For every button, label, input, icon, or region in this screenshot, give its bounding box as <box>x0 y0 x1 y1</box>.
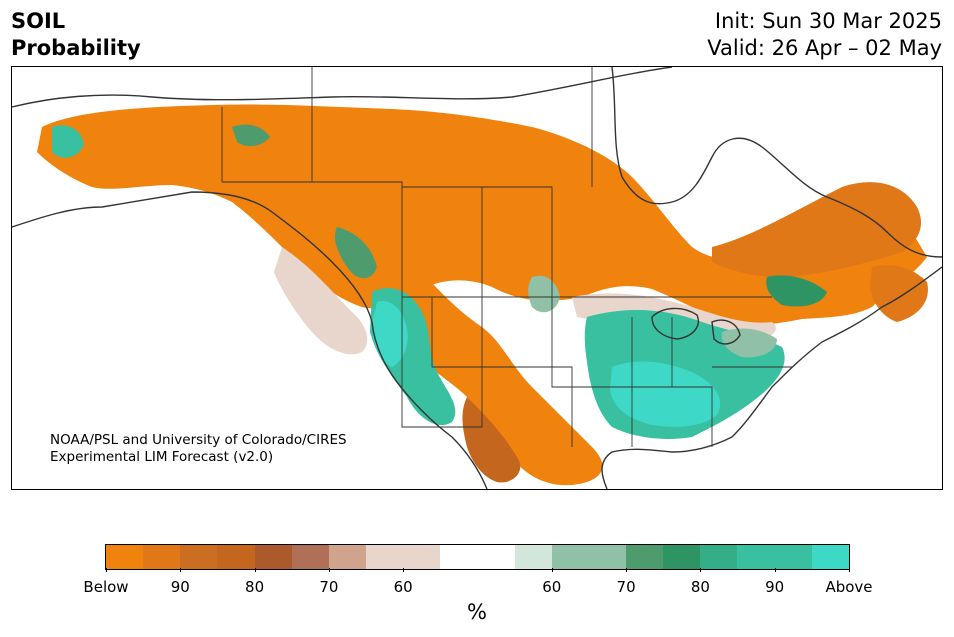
title-variable: SOIL <box>11 9 66 33</box>
colorbar-segment <box>588 545 626 569</box>
colorbar-tick-label: 70 <box>319 578 339 596</box>
political-borders <box>221 67 792 447</box>
colorbar-segment <box>217 545 255 569</box>
colorbar-tick-mark <box>626 568 628 572</box>
colorbar-segment <box>328 545 366 569</box>
colorbar-tick-mark <box>700 568 702 572</box>
colorbar-tick-label: Below <box>83 578 129 596</box>
map-panel: NOAA/PSL and University of Colorado/CIRE… <box>11 66 943 490</box>
colorbar-segment <box>700 545 738 569</box>
colorbar-tick-label: 60 <box>393 578 413 596</box>
credit-line-1: NOAA/PSL and University of Colorado/CIRE… <box>50 432 347 448</box>
colorbar-segment <box>774 545 812 569</box>
colorbar-segment <box>403 545 441 569</box>
colorbar-segment <box>514 545 552 569</box>
probability-map: NOAA/PSL and University of Colorado/CIRE… <box>12 67 942 489</box>
colorbar-segment <box>365 545 404 569</box>
colorbar-tick-label: 90 <box>765 578 785 596</box>
colorbar-tick-mark <box>849 568 850 572</box>
colorbar <box>105 544 850 570</box>
colorbar-tick-label: 70 <box>616 578 636 596</box>
title-type: Probability <box>11 36 141 60</box>
colorbar-tick-mark <box>254 568 256 572</box>
valid-date: Valid: 26 Apr – 02 May <box>707 36 942 60</box>
forecast-dates: Init: Sun 30 Mar 2025 Valid: 26 Apr – 02… <box>707 8 942 62</box>
above-normal-region <box>52 124 827 439</box>
colorbar-tick-mark <box>106 568 107 572</box>
map-title: SOIL Probability <box>11 8 141 62</box>
colorbar-tick-label: 90 <box>170 578 190 596</box>
colorbar-tick-mark <box>774 568 776 572</box>
colorbar-tick-label: 80 <box>690 578 710 596</box>
colorbar-segment <box>477 545 515 569</box>
colorbar-segment <box>551 545 589 569</box>
colorbar-tick-label: Above <box>825 578 873 596</box>
coastlines <box>12 67 942 489</box>
colorbar-tick-mark <box>403 568 405 572</box>
colorbar-segment <box>106 545 144 569</box>
colorbar-segment <box>811 545 849 569</box>
colorbar-unit-label: % <box>467 600 487 624</box>
colorbar-segment <box>291 545 329 569</box>
credit-line-2: Experimental LIM Forecast (v2.0) <box>50 449 273 465</box>
colorbar-segment <box>625 545 664 569</box>
colorbar-segment <box>737 545 775 569</box>
init-date: Init: Sun 30 Mar 2025 <box>714 9 942 33</box>
colorbar-segment <box>143 545 181 569</box>
colorbar-tick-mark <box>180 568 182 572</box>
colorbar-ticks: Below 90 80 70 60 60 70 80 90 Above <box>83 568 873 598</box>
colorbar-tick-mark <box>551 568 553 572</box>
colorbar-segment <box>663 545 701 569</box>
colorbar-tick-label: 60 <box>542 578 562 596</box>
colorbar-segment <box>440 545 478 569</box>
colorbar-tick-mark <box>328 568 330 572</box>
colorbar-segment <box>254 545 292 569</box>
colorbar-tick-label: 80 <box>245 578 265 596</box>
colorbar-segment <box>180 545 218 569</box>
